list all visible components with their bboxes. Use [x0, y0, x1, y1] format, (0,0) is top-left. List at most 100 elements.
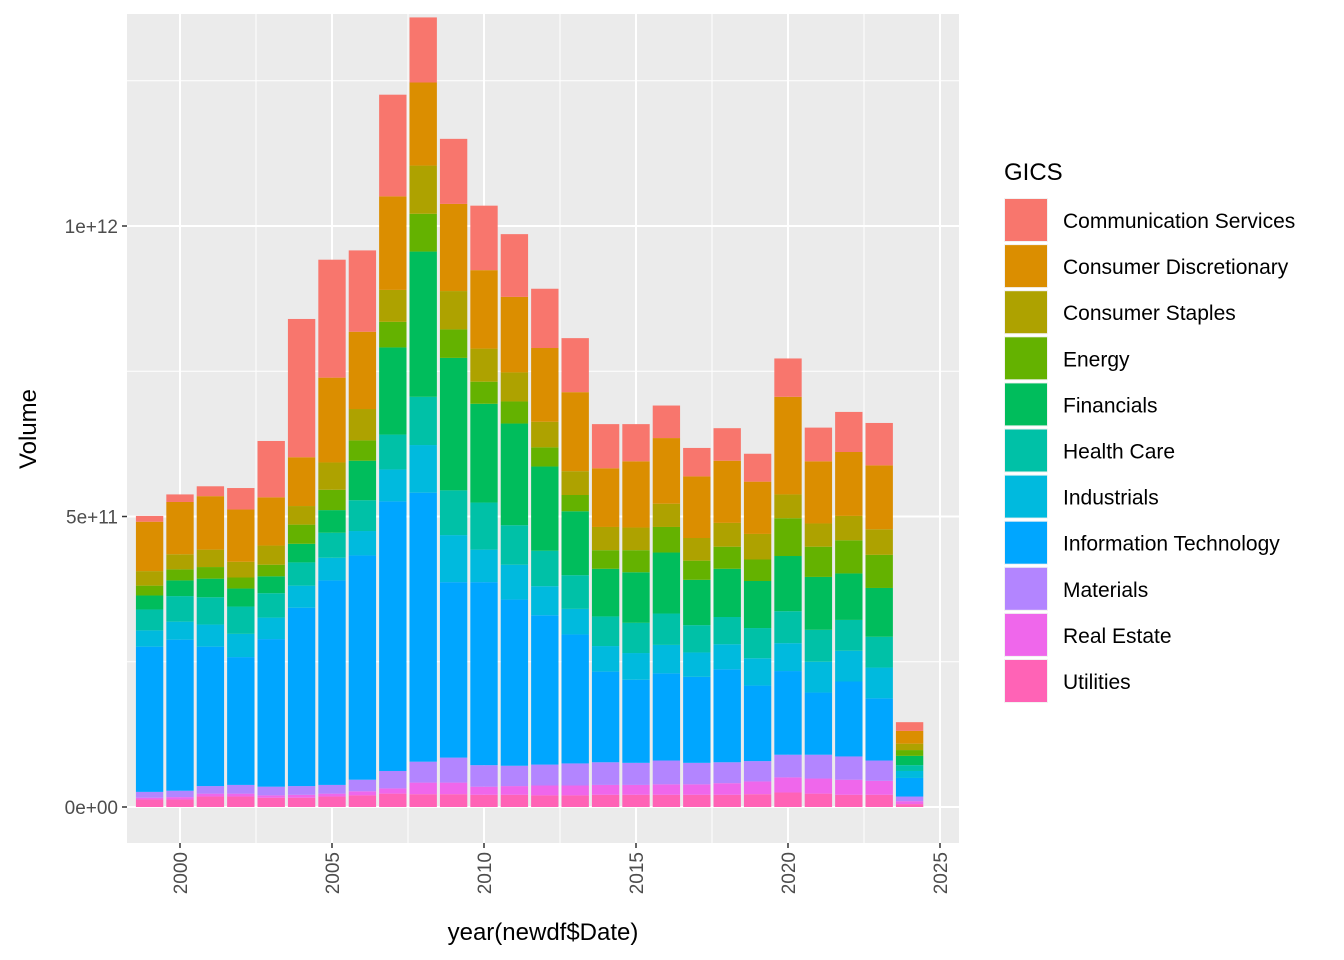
bar-2009-information-technology [439, 582, 468, 758]
bar-2024-utilities [895, 804, 924, 807]
bar-2019-communication-services [743, 453, 772, 482]
bar-2024-materials [895, 796, 924, 802]
bar-stack-2024 [895, 722, 924, 807]
legend-label-materials: Materials [1063, 579, 1148, 602]
bar-stack-2018 [713, 428, 741, 807]
bar-2002-energy [227, 577, 255, 589]
bar-2013-financials [561, 511, 589, 576]
bar-2005-utilities [318, 796, 346, 807]
bar-2010-real-estate [470, 786, 498, 795]
bar-2016-consumer-staples [652, 503, 681, 527]
bar-2002-communication-services [227, 488, 255, 510]
bar-2017-utilities [683, 794, 711, 807]
bar-2011-consumer-staples [500, 372, 529, 402]
bar-2011-health-care [500, 525, 529, 565]
bar-2005-consumer-discretionary [318, 377, 346, 463]
bar-2008-real-estate [409, 782, 437, 795]
bar-2003-information-technology [257, 639, 285, 787]
bar-2022-consumer-discretionary [835, 452, 863, 516]
bar-2012-consumer-staples [531, 421, 559, 448]
bar-2017-industrials [683, 652, 711, 677]
bar-2015-health-care [622, 622, 650, 654]
bar-2005-information-technology [318, 580, 346, 785]
bar-2012-industrials [531, 586, 559, 616]
bar-2021-information-technology [804, 692, 833, 755]
bar-2011-financials [500, 423, 529, 526]
bar-2021-industrials [804, 661, 833, 693]
bar-2005-communication-services [318, 259, 346, 378]
bar-2011-industrials [500, 564, 529, 600]
bar-2009-consumer-staples [439, 291, 468, 330]
bar-2003-energy [257, 564, 285, 577]
bar-2024-real-estate [895, 801, 924, 805]
bar-2016-energy [652, 526, 681, 553]
bar-2012-health-care [531, 550, 559, 587]
bar-2009-communication-services [439, 138, 468, 204]
bar-2008-utilities [409, 794, 437, 807]
bar-1999-health-care [135, 609, 164, 631]
bar-stack-2008 [409, 17, 437, 807]
bar-2006-financials [348, 460, 377, 501]
legend-label-energy: Energy [1063, 348, 1130, 371]
bar-2008-consumer-discretionary [409, 82, 437, 166]
bar-2003-communication-services [257, 440, 285, 498]
bar-stack-2004 [287, 318, 316, 807]
bar-stack-2016 [652, 405, 681, 807]
bar-2016-information-technology [652, 673, 681, 761]
bar-1999-financials [135, 595, 164, 610]
x-tick-label: 2000 [171, 852, 192, 894]
bar-2022-energy [835, 540, 863, 574]
y-axis-title: Volume [15, 389, 42, 469]
bar-2015-industrials [622, 653, 650, 680]
bar-2008-communication-services [409, 17, 437, 83]
bar-2010-industrials [470, 549, 498, 583]
bar-2021-consumer-discretionary [804, 461, 833, 524]
y-tick-label: 1e+12 [65, 217, 118, 238]
bar-stack-2011 [500, 234, 529, 807]
legend-swatch-financials [1005, 383, 1047, 426]
bar-2022-financials [835, 573, 863, 620]
legend-swatch-energy [1005, 337, 1047, 380]
legend-label-industrials: Industrials [1063, 487, 1159, 510]
bar-2006-materials [348, 779, 377, 792]
bar-2015-consumer-discretionary [622, 461, 650, 528]
bar-2011-utilities [500, 794, 529, 807]
bar-2021-financials [804, 576, 833, 630]
bar-2005-materials [318, 784, 346, 794]
x-tick-label: 2005 [323, 852, 344, 894]
bar-stack-2000 [166, 494, 194, 807]
bar-2001-industrials [196, 624, 225, 647]
bar-2008-consumer-staples [409, 165, 437, 214]
bar-2009-real-estate [439, 782, 468, 795]
bar-2001-utilities [196, 796, 225, 807]
bar-2002-utilities [227, 796, 255, 807]
bar-2016-consumer-discretionary [652, 438, 681, 504]
bar-2004-financials [287, 543, 316, 563]
bar-2017-communication-services [683, 447, 711, 477]
bar-stack-2022 [835, 411, 863, 807]
bar-2001-materials [196, 786, 225, 794]
bar-2004-communication-services [287, 318, 316, 458]
bar-2023-information-technology [865, 698, 893, 761]
bar-2016-materials [652, 760, 681, 785]
bar-2014-materials [591, 762, 620, 785]
bar-2012-financials [531, 466, 559, 551]
bar-2003-real-estate [257, 795, 285, 798]
bar-2010-consumer-staples [470, 348, 498, 382]
legend-label-consumer-discretionary: Consumer Discretionary [1063, 256, 1289, 279]
bar-2024-health-care [895, 765, 924, 771]
bar-2010-communication-services [470, 205, 498, 271]
bar-2014-health-care [591, 616, 620, 647]
bar-stacks [135, 17, 924, 807]
bar-stack-2023 [865, 422, 893, 807]
bar-2024-financials [895, 755, 924, 766]
bar-2018-materials [713, 762, 741, 784]
bar-2023-energy [865, 554, 893, 588]
bar-stack-2005 [318, 259, 346, 807]
bar-2019-industrials [743, 658, 772, 686]
bar-2021-health-care [804, 629, 833, 662]
bar-2007-materials [379, 770, 407, 789]
bar-1999-real-estate [135, 797, 164, 800]
bar-stack-2001 [196, 486, 225, 807]
bar-2023-consumer-staples [865, 529, 893, 555]
